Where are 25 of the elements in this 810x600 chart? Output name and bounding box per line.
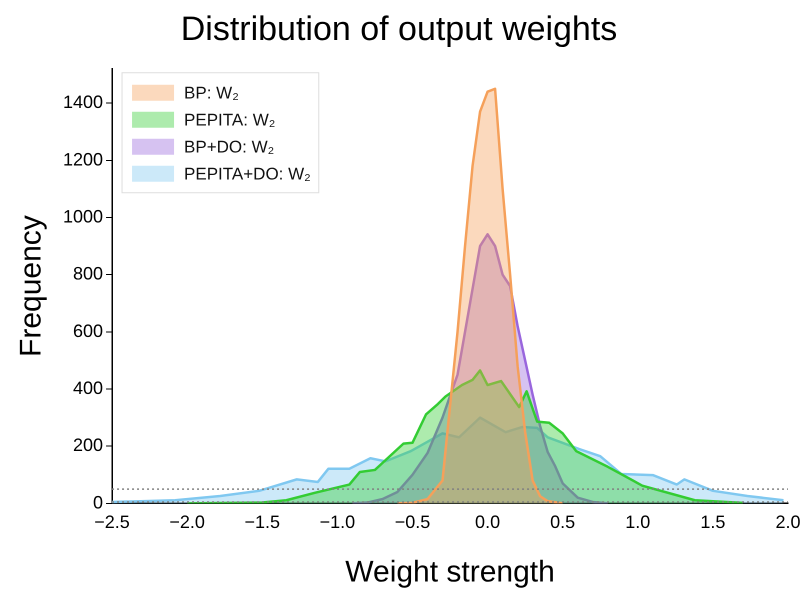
x-tick-label: 2.0 [775,512,801,532]
x-tick-label: 0.0 [475,512,500,532]
chart-title: Distribution of output weights [180,10,618,48]
y-tick-label: 1400 [62,92,104,112]
x-tick-label: −1.5 [244,512,280,532]
x-tick-label: −0.5 [394,512,430,532]
x-tick-label: 1.0 [625,512,650,532]
x-tick-label: 1.5 [700,512,726,532]
legend-label: BP: W₂ [184,83,239,102]
y-tick-label: 400 [72,378,104,398]
y-axis-title: Frequency [14,215,48,357]
legend-label: BP+DO: W₂ [184,137,274,156]
legend-label: PEPITA+DO: W₂ [184,164,311,184]
x-tick-label: −1.0 [320,512,356,532]
x-axis-title: Weight strength [345,555,555,588]
y-tick-label: 800 [72,264,104,284]
y-tick-label: 1000 [62,206,104,226]
y-tick-label: 200 [72,435,104,456]
x-tick-label: −2.0 [169,512,205,532]
x-tick-label: 0.5 [550,512,576,532]
y-tick-label: 600 [72,320,104,341]
y-tick-label: 1200 [62,149,104,170]
legend-label: PEPITA: W₂ [184,110,276,130]
y-tick-label: 0 [93,492,104,512]
x-tick-label: −2.5 [94,512,130,532]
